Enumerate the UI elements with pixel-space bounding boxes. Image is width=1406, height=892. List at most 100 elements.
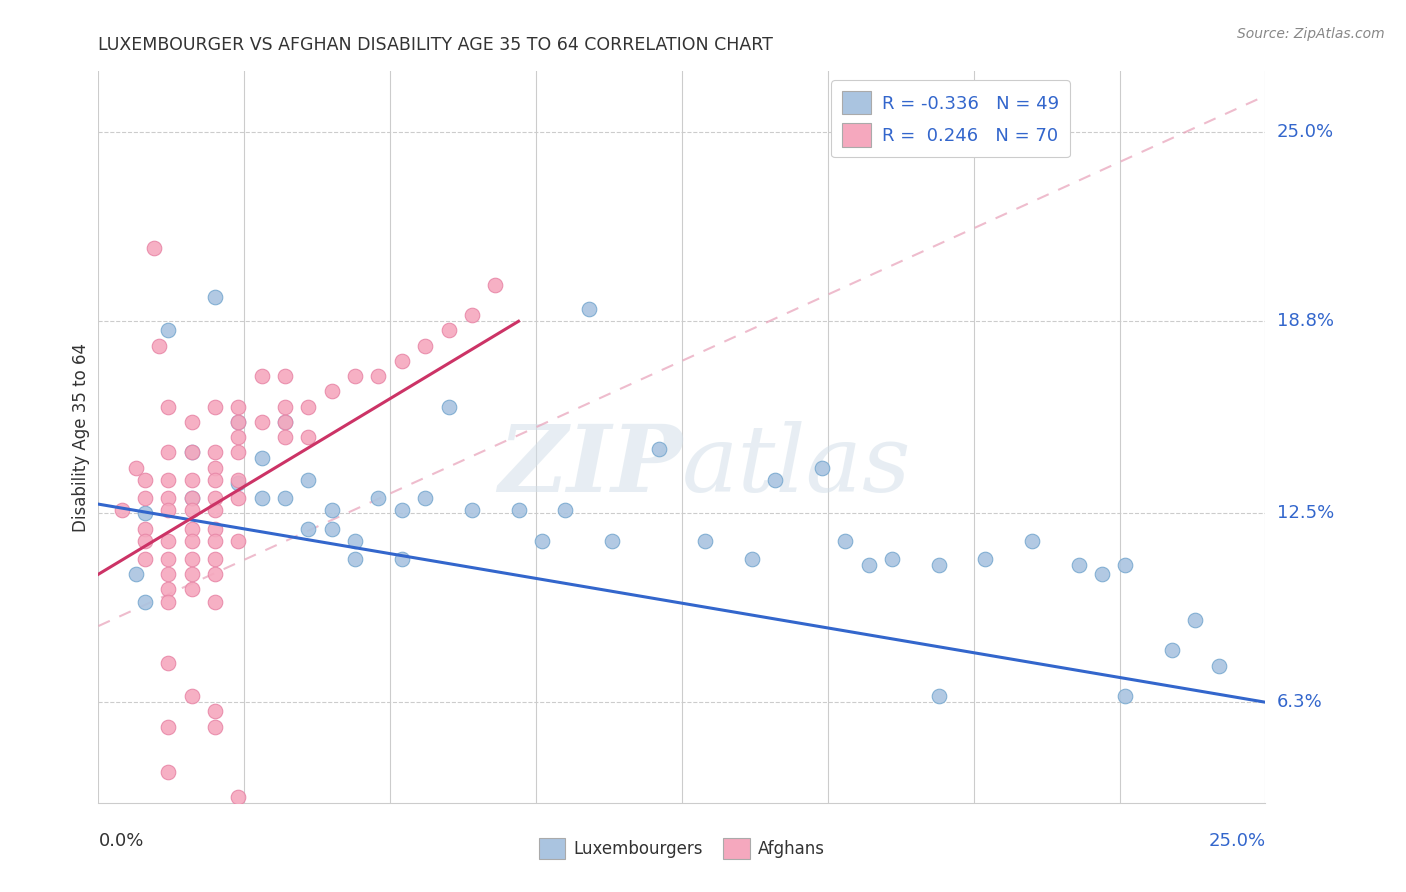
Point: [928, 689, 950, 703]
Point: [1067, 558, 1090, 573]
Point: [180, 582, 202, 597]
Point: [228, 430, 250, 444]
Point: [1208, 658, 1230, 673]
Point: [204, 445, 226, 459]
Point: [391, 552, 413, 566]
Point: [180, 533, 202, 548]
Point: [157, 323, 180, 337]
Point: [437, 323, 460, 337]
Y-axis label: Disability Age 35 to 64: Disability Age 35 to 64: [72, 343, 90, 532]
Point: [180, 415, 202, 429]
Point: [157, 503, 180, 517]
Point: [297, 521, 319, 535]
Point: [228, 400, 250, 414]
Point: [554, 503, 576, 517]
Point: [180, 689, 202, 703]
Point: [974, 552, 997, 566]
Point: [391, 503, 413, 517]
Point: [134, 506, 156, 520]
Point: [157, 594, 180, 608]
Point: [157, 656, 180, 670]
Point: [228, 789, 250, 804]
Point: [228, 445, 250, 459]
Text: LUXEMBOURGER VS AFGHAN DISABILITY AGE 35 TO 64 CORRELATION CHART: LUXEMBOURGER VS AFGHAN DISABILITY AGE 35…: [98, 36, 773, 54]
Point: [1114, 689, 1136, 703]
Point: [180, 491, 202, 505]
Point: [1114, 558, 1136, 573]
Point: [437, 400, 460, 414]
Point: [228, 533, 250, 548]
Text: 12.5%: 12.5%: [1277, 504, 1334, 523]
Point: [157, 445, 180, 459]
Point: [741, 552, 763, 566]
Text: 18.8%: 18.8%: [1277, 312, 1333, 330]
Point: [367, 369, 389, 384]
Point: [250, 369, 273, 384]
Point: [134, 491, 156, 505]
Point: [413, 339, 436, 353]
Point: [508, 503, 530, 517]
Point: [578, 302, 600, 317]
Point: [461, 503, 484, 517]
Point: [1184, 613, 1206, 627]
Text: ZIP: ZIP: [498, 421, 682, 511]
Point: [367, 491, 389, 505]
Text: 25.0%: 25.0%: [1277, 123, 1334, 141]
Point: [274, 415, 297, 429]
Point: [157, 473, 180, 487]
Point: [125, 567, 148, 582]
Point: [204, 720, 226, 734]
Point: [125, 460, 148, 475]
Point: [180, 445, 202, 459]
Text: 6.3%: 6.3%: [1277, 693, 1322, 711]
Point: [1161, 643, 1184, 657]
Point: [297, 430, 319, 444]
Point: [834, 533, 856, 548]
Point: [180, 567, 202, 582]
Point: [647, 442, 669, 457]
Point: [180, 491, 202, 505]
Point: [274, 369, 297, 384]
Point: [204, 521, 226, 535]
Point: [157, 400, 180, 414]
Point: [157, 533, 180, 548]
Point: [321, 503, 343, 517]
Point: [250, 415, 273, 429]
Point: [180, 552, 202, 566]
Point: [180, 473, 202, 487]
Point: [274, 400, 297, 414]
Point: [180, 503, 202, 517]
Point: [344, 369, 367, 384]
Point: [250, 491, 273, 505]
Legend: Luxembourgers, Afghans: Luxembourgers, Afghans: [530, 830, 834, 868]
Point: [204, 567, 226, 582]
Point: [157, 765, 180, 780]
Point: [228, 475, 250, 490]
Point: [204, 594, 226, 608]
Point: [297, 400, 319, 414]
Point: [1021, 533, 1043, 548]
Point: [880, 552, 903, 566]
Text: Source: ZipAtlas.com: Source: ZipAtlas.com: [1237, 27, 1385, 41]
Point: [600, 533, 623, 548]
Point: [228, 473, 250, 487]
Point: [204, 460, 226, 475]
Point: [134, 594, 156, 608]
Point: [274, 415, 297, 429]
Point: [413, 491, 436, 505]
Point: [134, 533, 156, 548]
Point: [484, 277, 506, 292]
Point: [134, 552, 156, 566]
Point: [204, 290, 226, 304]
Point: [228, 491, 250, 505]
Point: [204, 473, 226, 487]
Point: [204, 503, 226, 517]
Point: [250, 451, 273, 466]
Point: [180, 521, 202, 535]
Point: [204, 705, 226, 719]
Point: [391, 354, 413, 368]
Point: [344, 552, 367, 566]
Point: [204, 491, 226, 505]
Point: [1091, 567, 1114, 582]
Point: [134, 521, 156, 535]
